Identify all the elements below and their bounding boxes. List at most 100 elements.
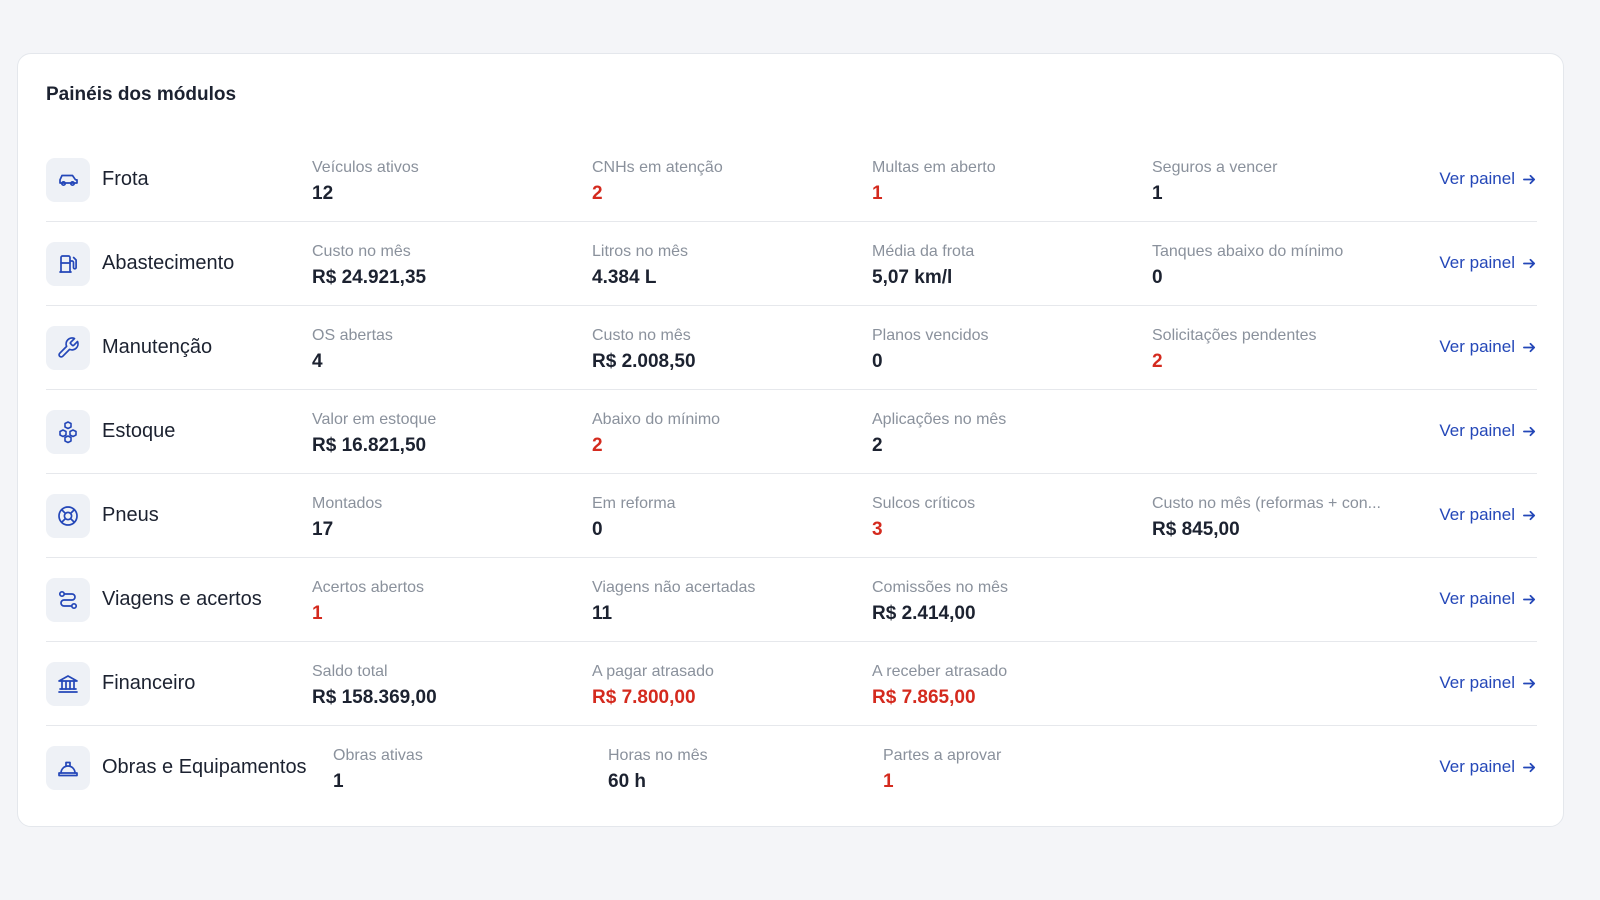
module-row-manutencao: Manutenção OS abertas 4 Custo no mês R$ … <box>46 306 1537 390</box>
metric-value: 2 <box>592 183 603 204</box>
metric: A pagar atrasado R$ 7.800,00 <box>592 662 854 709</box>
metric: Obras ativas 1 <box>333 746 595 793</box>
module-row-abastecimento: Abastecimento Custo no mês R$ 24.921,35 … <box>46 222 1537 306</box>
metric-value: 1 <box>1152 183 1163 204</box>
link-label: Ver painel <box>1439 421 1515 440</box>
metric: CNHs em atenção 2 <box>592 158 854 205</box>
metric-label: Horas no mês <box>608 747 708 764</box>
metric-value: R$ 7.800,00 <box>592 687 696 708</box>
metric-label: Seguros a vencer <box>1152 159 1278 176</box>
metric: Partes a aprovar 1 <box>883 746 1145 793</box>
metric-value: 2 <box>872 435 883 456</box>
metric-value: 1 <box>333 771 344 792</box>
metric-value: 2 <box>1152 351 1163 372</box>
view-panel-link-estoque[interactable]: Ver painel <box>1439 421 1537 441</box>
module-row-obras: Obras e Equipamentos Obras ativas 1 Hora… <box>46 726 1537 810</box>
metric: Média da frota 5,07 km/l <box>872 242 1134 289</box>
car-icon <box>46 158 90 202</box>
metric: A receber atrasado R$ 7.865,00 <box>872 662 1134 709</box>
metric-value: R$ 2.008,50 <box>592 351 696 372</box>
arrow-right-icon <box>1523 678 1536 688</box>
metric-label: OS abertas <box>312 327 393 344</box>
module-list: Frota Veículos ativos 12 CNHs em atenção… <box>46 138 1537 810</box>
module-row-frota: Frota Veículos ativos 12 CNHs em atenção… <box>46 138 1537 222</box>
metric: Em reforma 0 <box>592 494 854 541</box>
metric: Saldo total R$ 158.369,00 <box>312 662 574 709</box>
metric-label: Comissões no mês <box>872 579 1009 596</box>
wrench-icon <box>46 326 90 370</box>
arrow-right-icon <box>1523 426 1536 436</box>
metric: Montados 17 <box>312 494 574 541</box>
metric-value: 4 <box>312 351 323 372</box>
metric: Custo no mês R$ 24.921,35 <box>312 242 574 289</box>
metric-label: Abaixo do mínimo <box>592 411 721 428</box>
metric-label: Partes a aprovar <box>883 747 1002 764</box>
metric-label: A pagar atrasado <box>592 663 714 680</box>
metric: Seguros a vencer 1 <box>1152 158 1414 205</box>
view-panel-link-obras[interactable]: Ver painel <box>1439 757 1537 777</box>
arrow-right-icon <box>1523 258 1536 268</box>
metric-value: 0 <box>592 519 603 540</box>
metric-value: R$ 158.369,00 <box>312 687 437 708</box>
arrow-right-icon <box>1523 342 1536 352</box>
module-row-pneus: Pneus Montados 17 Em reforma 0 Sulcos cr… <box>46 474 1537 558</box>
metric-label: Litros no mês <box>592 243 689 260</box>
view-panel-link-frota[interactable]: Ver painel <box>1439 169 1537 189</box>
link-label: Ver painel <box>1439 337 1515 356</box>
metric-value: R$ 24.921,35 <box>312 267 427 288</box>
modules-panel-card: Painéis dos módulos Frota Veículos ativo… <box>17 53 1564 827</box>
metric-label: Valor em estoque <box>312 411 437 428</box>
metric-label: Custo no mês <box>592 327 691 344</box>
metric-label: Custo no mês (reformas + con... <box>1152 495 1381 512</box>
metric-label: Veículos ativos <box>312 159 419 176</box>
metric-label: Obras ativas <box>333 747 423 764</box>
module-name: Estoque <box>102 420 176 442</box>
metric: Veículos ativos 12 <box>312 158 574 205</box>
metric-value: 2 <box>592 435 603 456</box>
metric: Comissões no mês R$ 2.414,00 <box>872 578 1134 625</box>
metric: Custo no mês (reformas + con... R$ 845,0… <box>1152 494 1414 541</box>
module-name: Pneus <box>102 504 159 526</box>
metric-value: 1 <box>872 183 883 204</box>
metric-label: Acertos abertos <box>312 579 425 596</box>
metric-value: 5,07 km/l <box>872 267 953 288</box>
view-panel-link-abastecimento[interactable]: Ver painel <box>1439 253 1537 273</box>
metric-label: Multas em aberto <box>872 159 996 176</box>
view-panel-link-pneus[interactable]: Ver painel <box>1439 505 1537 525</box>
metric-label: Viagens não acertadas <box>592 579 756 596</box>
metric: Sulcos críticos 3 <box>872 494 1134 541</box>
metric: Aplicações no mês 2 <box>872 410 1134 457</box>
metric-label: Em reforma <box>592 495 676 512</box>
route-icon <box>46 578 90 622</box>
metric: Multas em aberto 1 <box>872 158 1134 205</box>
metric-value: 17 <box>312 519 334 540</box>
metric-value: R$ 845,00 <box>1152 519 1240 540</box>
module-row-financeiro: Financeiro Saldo total R$ 158.369,00 A p… <box>46 642 1537 726</box>
hard-hat-icon <box>46 746 90 790</box>
view-panel-link-manutencao[interactable]: Ver painel <box>1439 337 1537 357</box>
arrow-right-icon <box>1523 174 1536 184</box>
metric-value: 11 <box>592 603 613 624</box>
metric-label: Planos vencidos <box>872 327 989 344</box>
fuel-pump-icon <box>46 242 90 286</box>
arrow-right-icon <box>1523 594 1536 604</box>
metric-value: R$ 7.865,00 <box>872 687 976 708</box>
module-name: Manutenção <box>102 336 213 358</box>
module-name: Abastecimento <box>102 252 235 274</box>
link-label: Ver painel <box>1439 505 1515 524</box>
module-row-viagens: Viagens e acertos Acertos abertos 1 Viag… <box>46 558 1537 642</box>
link-label: Ver painel <box>1439 673 1515 692</box>
metric-label: Tanques abaixo do mínimo <box>1152 243 1344 260</box>
metric-value: R$ 16.821,50 <box>312 435 427 456</box>
view-panel-link-viagens[interactable]: Ver painel <box>1439 589 1537 609</box>
metric: Solicitações pendentes 2 <box>1152 326 1414 373</box>
link-label: Ver painel <box>1439 757 1515 776</box>
module-name: Frota <box>102 168 149 190</box>
metric-value: R$ 2.414,00 <box>872 603 976 624</box>
metric-label: A receber atrasado <box>872 663 1008 680</box>
boxes-icon <box>46 410 90 454</box>
module-row-estoque: Estoque Valor em estoque R$ 16.821,50 Ab… <box>46 390 1537 474</box>
metric-value: 4.384 L <box>592 267 657 288</box>
view-panel-link-financeiro[interactable]: Ver painel <box>1439 673 1537 693</box>
metric-label: Aplicações no mês <box>872 411 1007 428</box>
